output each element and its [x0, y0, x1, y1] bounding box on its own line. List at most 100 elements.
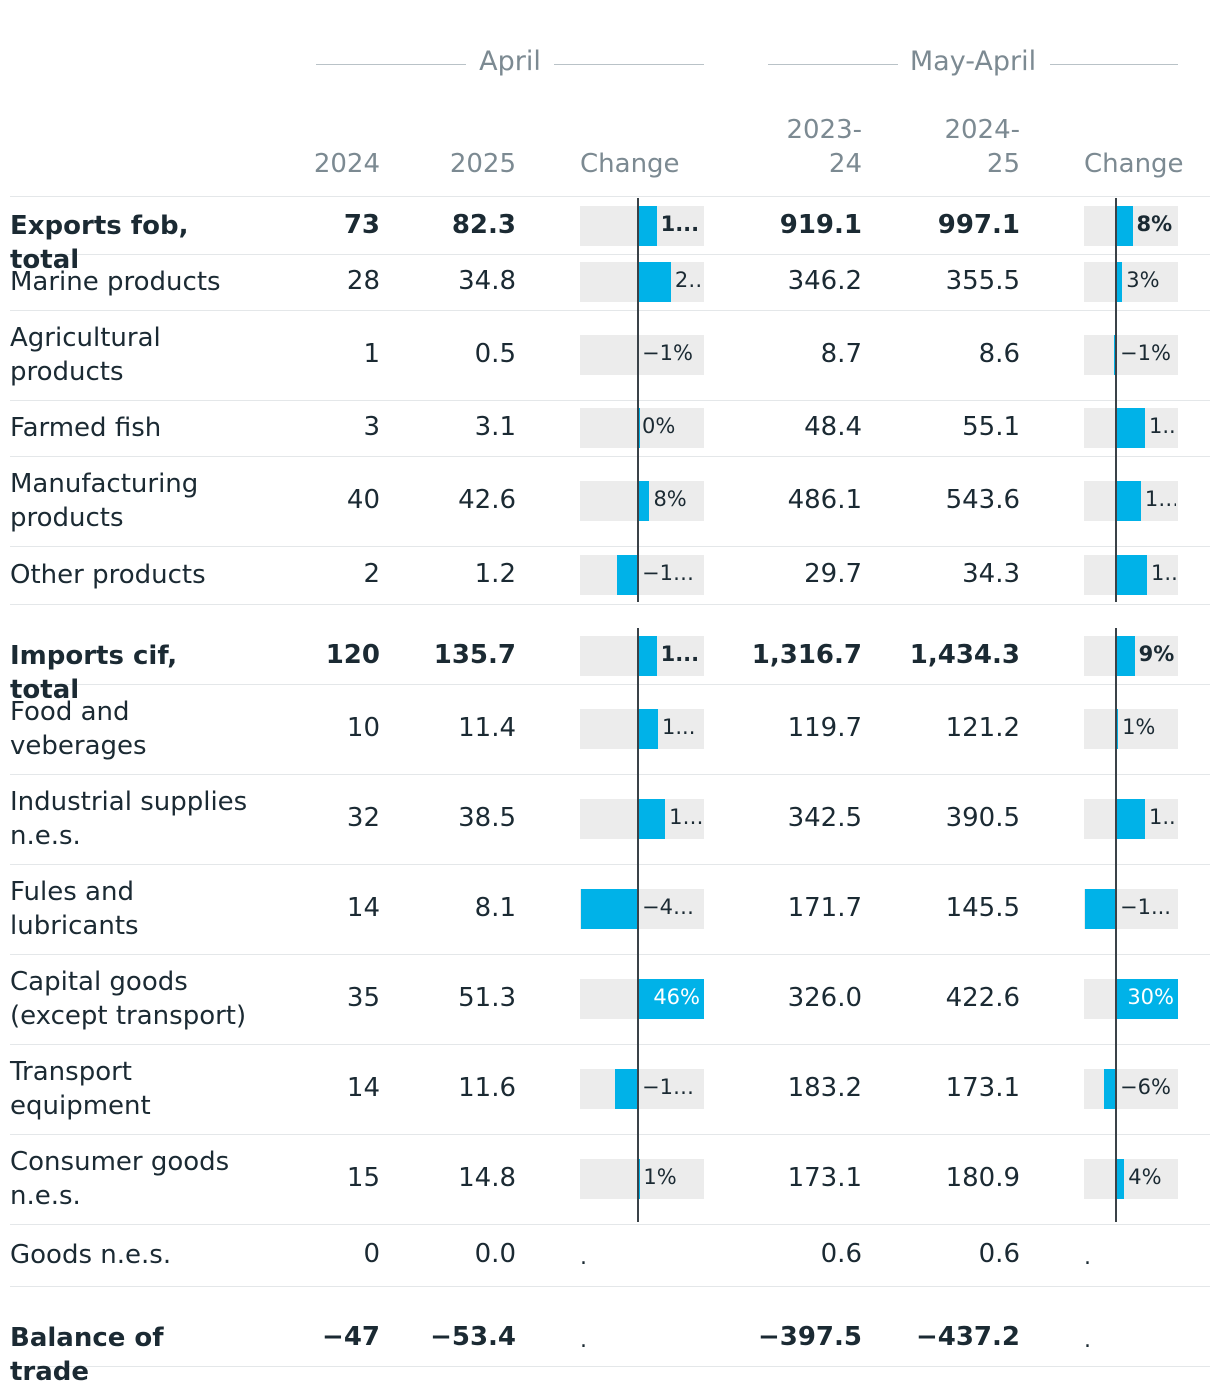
value-2023-24: 326.0 [787, 983, 862, 1013]
may-april-change-bar-track: 8% [1084, 206, 1178, 246]
value-2023-24: 171.7 [787, 893, 862, 923]
may-april-change-bar [1116, 1159, 1125, 1199]
april-change-empty: . [580, 1245, 587, 1270]
may-april-change-bar-track: 9% [1084, 636, 1178, 676]
may-april-change-label: 1.. [1151, 561, 1178, 585]
value-2024-25: 180.9 [945, 1163, 1020, 1193]
value-2024-25: 121.2 [945, 713, 1020, 743]
value-2023-24: 919.1 [779, 210, 862, 240]
april-group-title: April [479, 46, 541, 77]
may-april-change-bar-track: −1% [1084, 335, 1178, 375]
april-rule-right [554, 64, 704, 65]
row-divider [10, 954, 1210, 955]
april-change-bar-track: 8% [580, 481, 704, 521]
april-change-bar [638, 481, 650, 521]
value-2024: 14 [346, 1073, 380, 1103]
row-divider [10, 1286, 1210, 1287]
april-change-bar-track: 46% [580, 979, 704, 1019]
april-change-bar [616, 555, 638, 595]
april-change-label: −40% [642, 895, 704, 919]
may-april-change-label: 8% [1136, 212, 1173, 236]
value-2023-24: 183.2 [787, 1073, 862, 1103]
may-april-change-bar-track: 1.. [1084, 799, 1178, 839]
may-april-change-bar-track: 1.. [1084, 408, 1178, 448]
april-change-bar [638, 636, 657, 676]
value-2024-25: 145.5 [945, 893, 1020, 923]
value-2024-25: 543.6 [945, 485, 1020, 515]
april-change-label: 23% [674, 268, 702, 292]
value-2024: 15 [346, 1163, 380, 1193]
april-change-bar [580, 889, 638, 929]
april-change-bar-track: 23% [580, 262, 704, 302]
value-2024: −47 [322, 1322, 380, 1352]
value-2024: 0 [363, 1239, 380, 1269]
col-header-change-april: Change [580, 149, 680, 179]
value-2024-25: 8.6 [978, 339, 1020, 369]
may-april-change-bar-track: 30% [1084, 979, 1178, 1019]
april-change-bar [615, 1069, 638, 1109]
may-april-change-empty: . [1084, 1245, 1091, 1270]
value-2024: 10 [346, 713, 380, 743]
value-2025: 1.2 [474, 559, 516, 589]
may-april-change-bar [1113, 335, 1116, 375]
value-2024-25: 355.5 [945, 266, 1020, 296]
row-divider [10, 1044, 1210, 1045]
header-divider [10, 196, 1210, 197]
april-change-label: 0% [642, 414, 676, 438]
may-april-change-label: 1.. [1148, 805, 1176, 829]
april-change-bar [638, 408, 640, 448]
value-2024-25: 1,434.3 [909, 640, 1020, 670]
april-change-bar-track: −16% [580, 1069, 704, 1109]
row-label: Exports fob, total [10, 211, 189, 275]
row-divider [10, 774, 1210, 775]
may-april-change-bar [1116, 799, 1145, 839]
value-2024: 1 [363, 339, 380, 369]
april-rule-left [316, 64, 466, 65]
april-change-bar [638, 799, 666, 839]
col-header-2024-25: 2024- 25 [944, 115, 1020, 179]
may-april-change-label: 3% [1126, 268, 1160, 292]
april-change-label: 19% [669, 805, 702, 829]
row-label: Consumer goods n.e.s. [10, 1147, 230, 1211]
may-april-change-bar-track: 1... [1084, 481, 1178, 521]
april-change-bar-track: −40% [580, 889, 704, 929]
may-april-change-bar [1103, 1069, 1116, 1109]
may-april-change-label: 1.. [1148, 414, 1176, 438]
may-april-change-bar [1116, 636, 1135, 676]
row-label: Imports cif, total [10, 641, 178, 705]
may-april-rule-right [1050, 64, 1178, 65]
may-april-change-label: −6% [1120, 1075, 1171, 1099]
may-april-change-bar [1116, 555, 1148, 595]
may-april-change-label: 9% [1138, 642, 1175, 666]
value-2025: 11.6 [458, 1073, 516, 1103]
value-2025: 3.1 [474, 412, 516, 442]
may-april-group-title: May-April [909, 46, 1037, 77]
row-label: Food and veberages [10, 697, 147, 761]
row-divider [10, 1366, 1210, 1367]
value-2023-24: 119.7 [787, 713, 862, 743]
value-2024-25: 997.1 [937, 210, 1020, 240]
value-2023-24: 1,316.7 [751, 640, 862, 670]
value-2024: 35 [346, 983, 380, 1013]
value-2025: 8.1 [474, 893, 516, 923]
row-divider [10, 400, 1210, 401]
value-2023-24: 346.2 [787, 266, 862, 296]
value-2023-24: 342.5 [787, 803, 862, 833]
value-2024-25: 0.6 [978, 1239, 1020, 1269]
col-header-2024: 2024 [313, 149, 380, 179]
value-2025: 0.5 [474, 339, 516, 369]
may-april-change-bar-track: 1.. [1084, 555, 1178, 595]
april-change-label: −16% [642, 1075, 704, 1099]
col-header-2025: 2025 [449, 149, 516, 179]
value-2025: −53.4 [430, 1322, 516, 1352]
value-2023-24: 0.6 [820, 1239, 862, 1269]
row-divider [10, 864, 1210, 865]
value-2024-25: −437.2 [915, 1322, 1020, 1352]
value-2025: 38.5 [458, 803, 516, 833]
value-2024: 32 [346, 803, 380, 833]
may-april-change-bar-track: 1% [1084, 709, 1178, 749]
april-zero-axis [637, 198, 639, 602]
april-change-label: 1... [660, 212, 700, 236]
april-change-bar [638, 1159, 640, 1199]
row-label: Manufacturing products [10, 469, 199, 533]
